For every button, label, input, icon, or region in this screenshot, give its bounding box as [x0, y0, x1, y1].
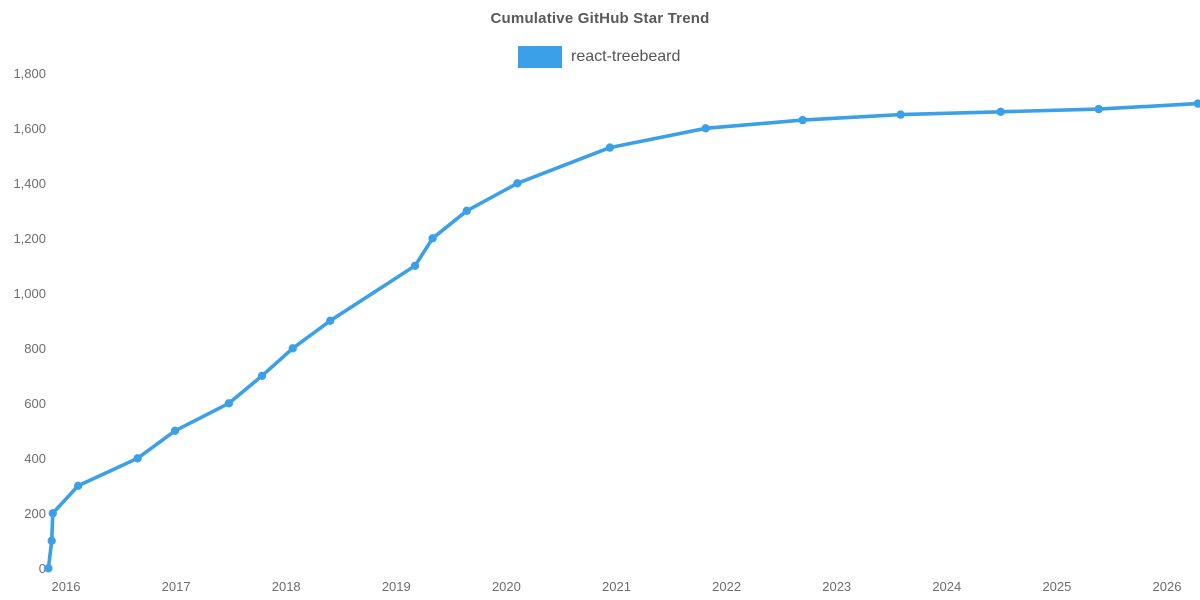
- data-point: [224, 399, 234, 408]
- y-axis-label: 200: [24, 506, 46, 521]
- data-point: [73, 481, 83, 490]
- data-point: [701, 124, 710, 133]
- data-point: [605, 143, 615, 152]
- data-point: [513, 179, 522, 188]
- y-axis-label: 1,800: [13, 66, 46, 81]
- data-point: [410, 261, 420, 270]
- data-point: [1094, 104, 1103, 114]
- y-axis-label: 1,200: [13, 231, 46, 246]
- data-point: [288, 344, 297, 353]
- data-point: [1193, 99, 1200, 108]
- data-point: [326, 316, 335, 325]
- series-line: [46, 101, 1200, 571]
- x-axis-label: 2024: [932, 579, 961, 594]
- data-point: [257, 371, 267, 380]
- y-axis-label: 800: [24, 341, 46, 356]
- x-axis-label: 2019: [382, 579, 411, 594]
- data-point: [44, 564, 53, 573]
- y-axis-label: 1,000: [13, 286, 46, 301]
- x-axis-label: 2026: [1153, 579, 1182, 594]
- data-point: [798, 115, 807, 125]
- y-axis-label: 1,600: [13, 121, 46, 136]
- y-axis-label: 0: [39, 561, 46, 576]
- y-axis-label: 400: [24, 451, 46, 466]
- data-point: [170, 426, 180, 435]
- x-axis-label: 2016: [52, 579, 81, 594]
- x-axis-label: 2017: [162, 579, 191, 594]
- data-point: [47, 536, 56, 545]
- data-point: [462, 206, 471, 215]
- data-point: [48, 509, 57, 518]
- data-point: [133, 454, 142, 463]
- legend-swatch: [518, 46, 562, 68]
- x-axis-label: 2025: [1042, 579, 1071, 594]
- legend-label: react-treebeard: [571, 48, 681, 65]
- y-axis-label: 600: [24, 396, 46, 411]
- x-axis-label: 2018: [272, 579, 301, 594]
- x-axis-label: 2022: [712, 579, 741, 594]
- data-point: [896, 110, 905, 119]
- x-axis-label: 2020: [492, 579, 521, 594]
- legend: react-treebeard: [518, 46, 680, 68]
- chart-title: Cumulative GitHub Star Trend: [490, 10, 710, 27]
- x-axis-label: 2023: [822, 579, 851, 594]
- data-point: [996, 107, 1005, 117]
- y-axis-label: 1,400: [13, 176, 46, 191]
- data-point: [428, 234, 437, 243]
- x-axis-label: 2021: [602, 579, 631, 594]
